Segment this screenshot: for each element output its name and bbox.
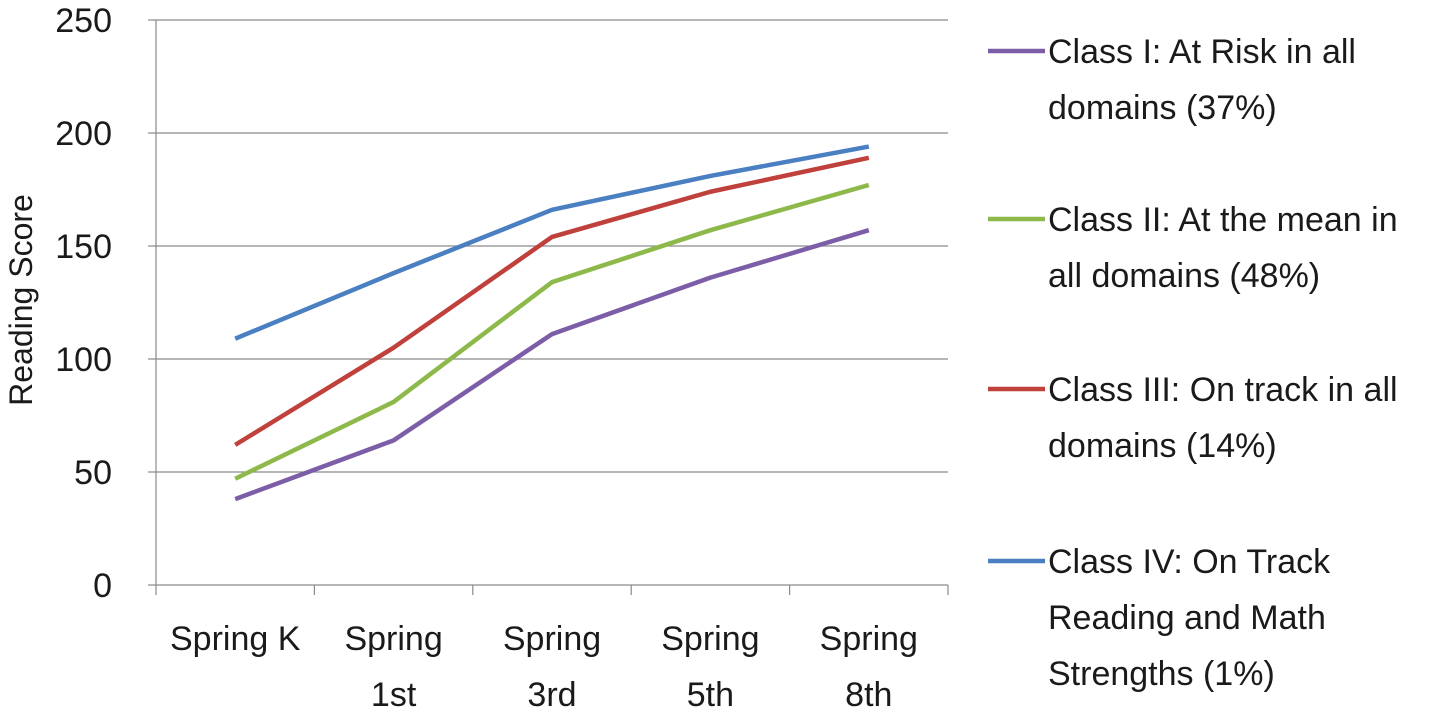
legend-label: Class I: At Risk in all [1048, 33, 1356, 71]
series-line-1 [235, 230, 869, 499]
x-category-label: Spring K [170, 620, 301, 658]
x-category-label: 8th [845, 676, 892, 712]
plot-area [235, 146, 869, 499]
y-axis-title: Reading Score [3, 194, 39, 406]
gridlines [156, 20, 948, 472]
axes [148, 20, 948, 595]
y-tick-label: 100 [55, 341, 112, 379]
legend: Class I: At Risk in all domains (37%) Clas… [988, 33, 1398, 693]
legend-label: Class II: At the mean in [1048, 201, 1398, 239]
legend-label: Strengths (1%) [1048, 655, 1275, 693]
x-category-label: 5th [687, 676, 734, 712]
x-category-label: Spring [661, 620, 759, 658]
legend-label: Class IV: On Track [1048, 543, 1331, 581]
legend-label: all domains (48%) [1048, 257, 1320, 295]
series-line-4 [235, 147, 869, 339]
y-tick-label: 250 [55, 2, 112, 40]
x-category-label: Spring [344, 620, 442, 658]
axis-labels: 0 50 100 150 200 250 Spring K Spring 1st Spring 3r… [3, 2, 918, 712]
y-tick-label: 0 [93, 567, 112, 605]
x-category-label: 3rd [527, 676, 576, 712]
legend-label: domains (14%) [1048, 427, 1277, 465]
legend-label: domains (37%) [1048, 89, 1277, 127]
legend-label: Class III: On track in all [1048, 371, 1398, 409]
x-category-label: Spring [820, 620, 918, 658]
y-tick-label: 150 [55, 228, 112, 266]
x-category-label: Spring [503, 620, 601, 658]
x-category-label: 1st [371, 676, 417, 712]
y-tick-label: 50 [74, 454, 112, 492]
y-tick-label: 200 [55, 115, 112, 153]
legend-label: Reading and Math [1048, 599, 1326, 637]
